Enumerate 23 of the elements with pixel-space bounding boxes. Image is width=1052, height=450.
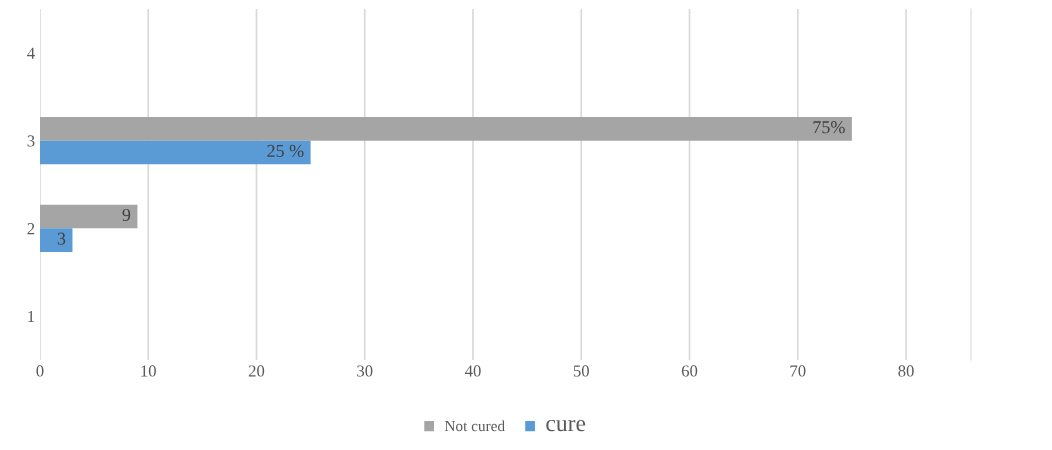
x-tick-label: 60 [681,365,698,377]
y-tick-label: 4 [27,47,35,59]
x-tick-label: 20 [248,365,265,377]
legend-label: Not cured [444,420,505,432]
x-tick-label: 30 [357,365,373,377]
bar [39,140,311,165]
x-tick-label: 70 [790,365,806,377]
y-tick-label: 2 [27,223,35,235]
data-label: 9 [122,208,131,222]
y-tick-label: 1 [28,310,35,322]
y-tick-label: 3 [27,135,35,147]
bar [39,228,73,253]
data-label: 3 [57,232,66,245]
data-label: 75% [813,121,845,134]
x-tick-label: 10 [141,365,156,377]
data-label: 25 % [267,144,304,158]
x-tick-label: 80 [898,365,914,377]
x-tick-label: 50 [573,365,589,377]
x-tick-label: 40 [465,365,481,377]
x-tick-label: 0 [36,365,44,377]
bar [39,204,138,229]
legend-label: cure [546,419,586,432]
bar [39,116,852,141]
